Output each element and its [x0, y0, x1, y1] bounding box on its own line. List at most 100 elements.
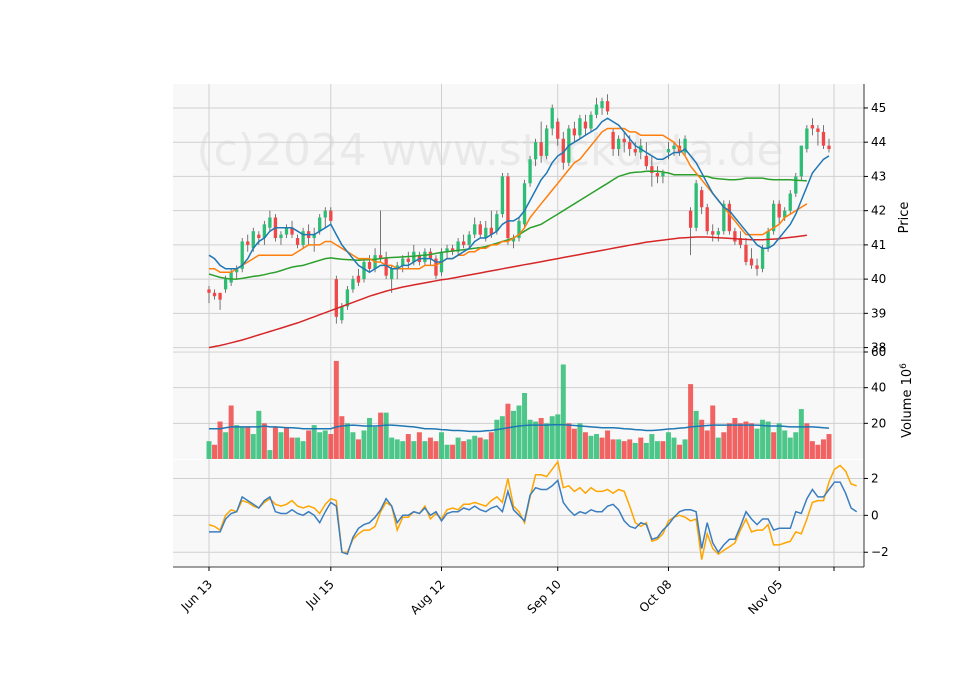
volume-bar-up — [344, 423, 350, 459]
price-tick-label: 45 — [871, 101, 886, 115]
volume-bar-down — [660, 441, 666, 459]
candle-up — [500, 176, 505, 215]
candle-down — [633, 149, 637, 153]
candle-down — [727, 203, 732, 232]
candle-down — [583, 121, 588, 129]
volume-bar-up — [311, 425, 317, 459]
volume-ma-line — [209, 424, 830, 433]
candle-down — [749, 258, 754, 266]
candle-up — [672, 145, 676, 150]
candle-down — [705, 207, 709, 232]
volume-bar-down — [621, 441, 627, 459]
volume-bar-up — [389, 437, 395, 459]
volume-bar-up — [632, 442, 638, 459]
volume-bar-up — [560, 364, 566, 459]
volume-bar-up — [499, 416, 505, 459]
candle-down — [506, 176, 510, 239]
volume-bar-down — [699, 419, 705, 459]
candle-down — [611, 131, 615, 150]
volume-bar-up — [510, 410, 516, 459]
volume-bar-up — [533, 421, 539, 459]
candle-down — [290, 227, 294, 235]
macd-signal-line — [208, 460, 857, 560]
volume-bar-down — [771, 432, 777, 459]
candle-up — [284, 227, 289, 235]
candle-up — [467, 234, 471, 245]
candle-down — [329, 210, 333, 221]
volume-bar-up — [793, 432, 799, 459]
candle-up — [522, 183, 527, 225]
volume-bar-down — [355, 439, 361, 459]
volume-bar-down — [433, 441, 439, 459]
volume-bar-up — [649, 434, 655, 459]
macd-tick-label: 2 — [871, 471, 879, 485]
volume-bar-up — [322, 430, 328, 459]
candle-up — [528, 159, 532, 184]
volume-bar-up — [754, 428, 760, 459]
candle-up — [594, 104, 599, 115]
candle-down — [711, 231, 715, 235]
volume-bar-up — [782, 430, 788, 459]
volume-bar-down — [450, 444, 456, 459]
volume-bar-up — [278, 432, 284, 459]
candle-up — [805, 128, 809, 150]
candle-down — [738, 238, 743, 245]
volume-bar-up — [671, 437, 677, 459]
candle-down — [733, 231, 737, 242]
volume-bar-up — [267, 450, 273, 459]
volume-bar-down — [538, 417, 544, 459]
volume-bar-down — [627, 439, 633, 459]
macd-tick-label: 0 — [871, 508, 879, 522]
volume-bar-down — [599, 437, 605, 459]
candle-down — [777, 203, 781, 218]
volume-tick-label: 20 — [871, 416, 886, 430]
volume-bar-up — [350, 432, 356, 459]
volume-bar-up — [654, 441, 660, 459]
candle-down — [257, 234, 261, 239]
volume-bar-up — [555, 414, 561, 459]
volume-bar-up — [616, 439, 622, 459]
ma-xlong-line — [208, 234, 807, 349]
volume-bar-down — [217, 421, 223, 459]
volume-bar-up — [256, 410, 262, 459]
candle-up — [788, 193, 792, 211]
candle-down — [644, 155, 648, 167]
volume-bar-down — [333, 360, 339, 459]
candle-down — [246, 241, 250, 245]
candle-up — [318, 217, 322, 232]
candle-down — [755, 265, 759, 269]
candle-down — [605, 101, 610, 112]
volume-bar-up — [798, 409, 804, 459]
macd-panel — [208, 460, 858, 560]
candle-down — [622, 138, 626, 143]
x-tick-label: Nov 05 — [745, 577, 785, 617]
candle-up — [550, 107, 554, 129]
volume-bar-down — [212, 444, 218, 459]
price-tick-label: 44 — [871, 135, 886, 149]
x-tick-label: Sep 10 — [524, 577, 563, 616]
candle-up — [445, 248, 449, 252]
volume-bar-down — [339, 416, 345, 459]
volume-bar-up — [300, 441, 306, 459]
candle-up — [799, 145, 803, 177]
volume-bar-up — [372, 426, 378, 459]
candle-up — [589, 114, 593, 129]
volume-bar-down — [505, 403, 511, 459]
volume-bar-down — [571, 428, 577, 459]
candle-down — [688, 210, 693, 228]
volume-bar-down — [306, 430, 312, 459]
candle-up — [240, 241, 244, 269]
volume-bar-down — [284, 426, 289, 459]
volume-bar-up — [444, 444, 450, 459]
volume-bar-down — [726, 423, 732, 459]
price-panel — [207, 94, 831, 349]
volume-bar-down — [488, 432, 494, 459]
macd-line — [209, 478, 858, 556]
volume-bar-up — [367, 417, 373, 459]
volume-bar-up — [250, 434, 256, 459]
candle-down — [821, 131, 826, 146]
candle-down — [295, 238, 300, 245]
volume-bar-down — [743, 421, 749, 459]
macd-tick-label: −2 — [871, 545, 889, 559]
volume-bar-up — [400, 441, 406, 459]
